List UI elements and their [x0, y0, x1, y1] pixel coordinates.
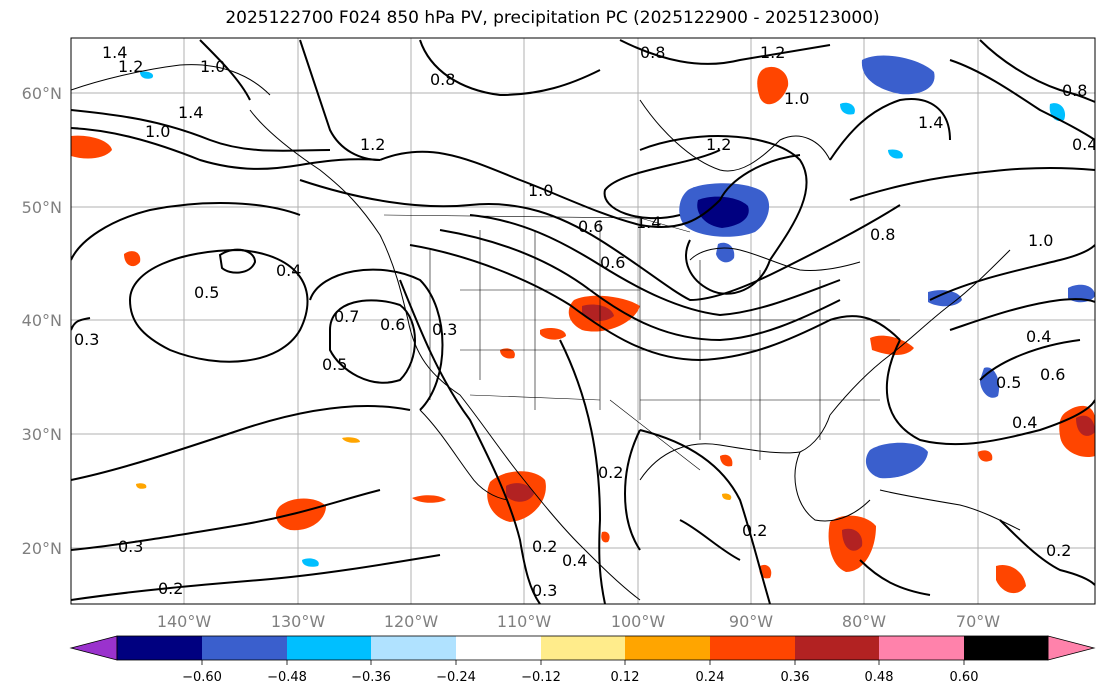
- precip-shading: [71, 55, 1095, 594]
- contour-label: 0.4: [1026, 327, 1051, 346]
- map-frame: [70, 37, 1096, 605]
- colorbar: [69, 635, 1096, 661]
- colorbar-tick-label: 0.48: [865, 670, 894, 685]
- contour-label: 0.8: [640, 43, 665, 62]
- contour-label: 1.4: [636, 213, 661, 232]
- colorbar-tick-label: 0.24: [696, 670, 725, 685]
- colorbar-tick-labels: −0.60 −0.48 −0.36 −0.24 −0.12 0.12 0.24 …: [182, 670, 978, 685]
- contour-label: 1.2: [706, 135, 731, 154]
- contour-label: 1.0: [200, 57, 225, 76]
- contour-label: 1.0: [784, 89, 809, 108]
- contour-label: 0.6: [600, 253, 625, 272]
- contour-label: 0.6: [380, 315, 405, 334]
- contour-label: 1.2: [360, 135, 385, 154]
- lon-label-120w: 120°W: [384, 612, 439, 631]
- lat-label-60n: 60°N: [22, 84, 62, 103]
- colorbar-extend-low: [69, 635, 118, 661]
- contour-label: 0.5: [194, 283, 219, 302]
- contour-label: 0.4: [562, 551, 587, 570]
- contour-label: 0.8: [870, 225, 895, 244]
- contour-label: 0.3: [118, 537, 143, 556]
- colorbar-segment: [964, 636, 1048, 660]
- lon-label-130w: 130°W: [271, 612, 326, 631]
- contour-label: 0.2: [742, 521, 767, 540]
- pv-contours: [71, 39, 1095, 604]
- lon-label-90w: 90°W: [729, 612, 773, 631]
- lat-label-20n: 20°N: [22, 539, 62, 558]
- lon-label-70w: 70°W: [956, 612, 1000, 631]
- colorbar-ticks: [201, 660, 965, 665]
- map-title: 2025122700 F024 850 hPa PV, precipitatio…: [225, 8, 880, 28]
- contour-label: 0.7: [334, 307, 359, 326]
- colorbar-frame: [116, 635, 1049, 661]
- contour-label: 0.2: [1046, 541, 1071, 560]
- colorbar-tick-label: −0.24: [436, 670, 476, 685]
- latitude-labels: 60°N 50°N 40°N 30°N 20°N: [22, 84, 62, 558]
- contour-label: 1.2: [760, 43, 785, 62]
- contour-labels: 1.4 1.2 1.0 1.4 1.0 1.2 0.8 0.8 1.2 1.0 …: [74, 43, 1097, 600]
- contour-label: 1.0: [145, 122, 170, 141]
- colorbar-segment: [879, 636, 964, 660]
- coastlines: [71, 64, 1021, 601]
- contour-label: 1.4: [178, 103, 203, 122]
- contour-label: 1.0: [1028, 231, 1053, 250]
- contour-label: 0.4: [1072, 135, 1097, 154]
- contour-label: 0.4: [276, 261, 301, 280]
- contour-label: 1.0: [528, 181, 553, 200]
- contour-label: 0.2: [532, 537, 557, 556]
- lon-label-80w: 80°W: [842, 612, 886, 631]
- colorbar-tick-label: 0.60: [950, 670, 979, 685]
- contour-label: 0.3: [432, 320, 457, 339]
- contour-label: 0.6: [1040, 365, 1065, 384]
- lat-label-30n: 30°N: [22, 425, 62, 444]
- colorbar-tick-label: −0.12: [521, 670, 561, 685]
- colorbar-segment: [117, 636, 202, 660]
- colorbar-tick-label: 0.12: [611, 670, 640, 685]
- contour-label: 0.6: [578, 217, 603, 236]
- colorbar-segment: [625, 636, 710, 660]
- colorbar-segment: [456, 636, 541, 660]
- contour-label: 0.2: [598, 463, 623, 482]
- lat-label-50n: 50°N: [22, 198, 62, 217]
- contour-label: 1.2: [118, 57, 143, 76]
- lon-label-100w: 100°W: [611, 612, 666, 631]
- colorbar-segment: [287, 636, 371, 660]
- contour-label: 1.4: [102, 43, 127, 62]
- contour-label: 0.5: [996, 373, 1021, 392]
- contour-label: 1.4: [918, 113, 943, 132]
- colorbar-tick-label: −0.36: [351, 670, 391, 685]
- contour-label: 0.3: [532, 581, 557, 600]
- contour-label: 0.2: [158, 579, 183, 598]
- colorbar-segment: [202, 636, 287, 660]
- colorbar-extend-high: [1047, 635, 1096, 661]
- colorbar-segment: [795, 636, 879, 660]
- colorbar-segment: [710, 636, 795, 660]
- lon-label-110w: 110°W: [497, 612, 552, 631]
- contour-label: 0.4: [1012, 413, 1037, 432]
- contour-label: 0.3: [74, 330, 99, 349]
- contour-label: 0.5: [322, 355, 347, 374]
- longitude-labels: 140°W 130°W 120°W 110°W 100°W 90°W 80°W …: [157, 612, 1000, 631]
- lon-label-140w: 140°W: [157, 612, 212, 631]
- colorbar-tick-label: 0.36: [781, 670, 810, 685]
- colorbar-segment: [371, 636, 456, 660]
- lat-label-40n: 40°N: [22, 311, 62, 330]
- state-borders: [383, 214, 900, 471]
- colorbar-tick-label: −0.48: [267, 670, 307, 685]
- contour-label: 0.8: [1062, 81, 1087, 100]
- contour-label: 0.8: [430, 70, 455, 89]
- colorbar-segment: [541, 636, 625, 660]
- colorbar-tick-label: −0.60: [182, 670, 222, 685]
